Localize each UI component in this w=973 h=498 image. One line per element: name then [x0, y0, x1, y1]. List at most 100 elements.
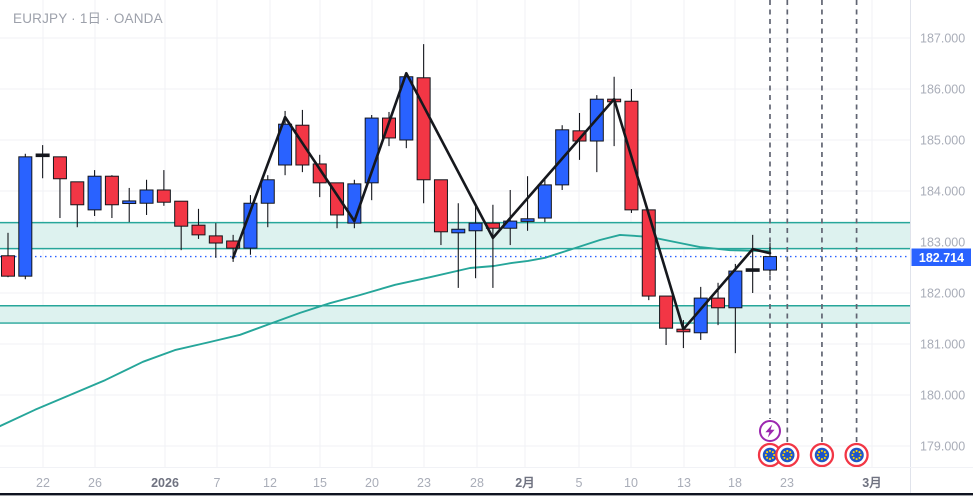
date-axis-label: 10	[624, 476, 638, 490]
svg-text:182.714: 182.714	[919, 251, 964, 265]
candle[interactable]	[208, 223, 223, 258]
eu-flag-event-icon[interactable]	[844, 442, 869, 468]
eu-flag-event-icon[interactable]	[809, 442, 835, 468]
candle-body	[87, 175, 102, 211]
date-axis-label: 18	[728, 476, 742, 490]
date-axis-label: 20	[365, 476, 379, 490]
date-axis-label: 3月	[862, 476, 881, 490]
candle-body	[174, 200, 189, 227]
candle-body	[278, 123, 293, 166]
date-axis-label: 2月	[515, 476, 534, 490]
date-axis[interactable]: 22 26 2026 7 12 15 20 23 28 2月 5 10 13 18 23 3月	[36, 476, 882, 490]
candle[interactable]	[52, 156, 67, 219]
date-axis-label: 28	[470, 476, 484, 490]
candle[interactable]	[416, 44, 431, 204]
candle-body	[711, 297, 726, 309]
candle-body	[226, 240, 241, 249]
candle-body	[537, 184, 552, 219]
candle[interactable]	[312, 154, 327, 198]
candle-body	[1, 255, 15, 277]
candle-body	[52, 156, 67, 180]
price-axis[interactable]: 187.000 186.000 185.000 184.000 183.000 182.0…	[911, 31, 972, 453]
candle[interactable]	[191, 208, 206, 239]
candle[interactable]	[174, 200, 189, 251]
candle[interactable]	[537, 179, 552, 223]
candle-body	[35, 153, 50, 158]
candle[interactable]	[433, 179, 448, 246]
price-axis-label: 184.000	[920, 184, 965, 198]
price-axis-label: 187.000	[920, 31, 965, 45]
date-axis-label: 22	[36, 476, 50, 490]
candle-body	[641, 209, 656, 297]
candle[interactable]	[1, 232, 15, 278]
date-axis-label: 26	[88, 476, 102, 490]
candle[interactable]	[260, 175, 275, 228]
candle[interactable]	[122, 187, 137, 223]
moving-average-line	[0, 233, 771, 428]
candle-body	[139, 189, 154, 204]
candle[interactable]	[659, 295, 674, 346]
candle[interactable]	[728, 263, 743, 354]
candle-body	[122, 200, 137, 205]
candle[interactable]	[87, 170, 102, 216]
candle-body	[728, 270, 743, 309]
candle[interactable]	[451, 203, 466, 288]
price-zone-bands	[0, 221, 910, 324]
candle-body	[208, 235, 223, 244]
lightning-event-icon[interactable]	[758, 420, 781, 442]
date-axis-label: 12	[263, 476, 277, 490]
candle-body	[520, 218, 535, 222]
eu-flag-event-icon[interactable]	[775, 442, 800, 468]
candle-body	[762, 256, 777, 271]
candle-body	[104, 175, 119, 206]
event-icons	[757, 420, 869, 468]
candle-body	[347, 183, 362, 224]
candle-body	[156, 189, 171, 203]
current-price-label: 182.714	[911, 248, 971, 266]
candle[interactable]	[641, 209, 656, 301]
candle-body	[572, 130, 587, 142]
price-axis-label: 180.000	[920, 388, 965, 402]
price-zone-band	[0, 305, 910, 324]
candle[interactable]	[18, 153, 33, 280]
candle-body	[18, 156, 33, 277]
date-axis-label: 15	[313, 476, 327, 490]
candle-body	[260, 179, 275, 204]
candle[interactable]	[156, 170, 171, 206]
bottom-divider	[0, 493, 973, 496]
eu-flag-event-icon[interactable]	[757, 442, 783, 468]
price-axis-label: 185.000	[920, 133, 965, 147]
candle[interactable]	[468, 203, 483, 279]
price-zone-band	[0, 222, 910, 249]
candle[interactable]	[278, 110, 293, 176]
symbol-title[interactable]: EURJPY · 1日 · OANDA	[13, 11, 163, 26]
date-axis-label: 2026	[151, 476, 179, 490]
candle-body	[416, 77, 431, 181]
date-axis-label: 7	[214, 476, 221, 490]
candle-body	[745, 268, 760, 272]
price-axis-label: 186.000	[920, 82, 965, 96]
event-date-lines	[769, 0, 858, 442]
candle[interactable]	[381, 111, 396, 147]
candle[interactable]	[745, 234, 760, 293]
candle-body	[433, 179, 448, 233]
candle[interactable]	[399, 73, 414, 149]
price-axis-label: 182.000	[920, 286, 965, 300]
candle[interactable]	[762, 243, 777, 276]
candle[interactable]	[624, 89, 639, 213]
candle-body	[659, 295, 674, 329]
candle[interactable]	[520, 176, 535, 231]
candle[interactable]	[35, 145, 50, 179]
date-axis-label: 13	[677, 476, 691, 490]
candle-body	[70, 181, 85, 206]
date-axis-label: 23	[417, 476, 431, 490]
zigzag-trendline[interactable]	[231, 71, 772, 331]
candle[interactable]	[104, 175, 119, 219]
candle[interactable]	[589, 95, 604, 173]
candle[interactable]	[70, 181, 85, 228]
candle[interactable]	[572, 112, 587, 160]
candle-body	[312, 163, 327, 184]
candle[interactable]	[139, 179, 154, 215]
